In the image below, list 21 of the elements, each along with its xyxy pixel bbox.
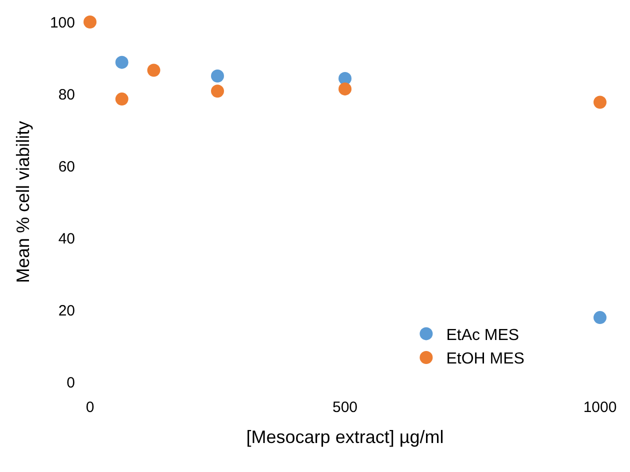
point [338, 82, 352, 96]
point [211, 70, 224, 82]
point [147, 64, 160, 77]
point [594, 311, 606, 324]
y-tick-label: 100 [50, 14, 75, 32]
point [115, 56, 128, 69]
x-tick-label: 0 [86, 399, 94, 416]
x-axis-title: [Mesocarp extract] µg/ml [246, 427, 444, 448]
point [84, 16, 96, 28]
y-axis-title: Mean % cell viability [13, 120, 34, 284]
y-tick-label: 60 [58, 158, 75, 176]
point [594, 96, 606, 109]
point [211, 84, 224, 98]
x-tick-label: 1000 [583, 399, 617, 416]
y-tick-label: 0 [66, 374, 75, 392]
y-tick-label: 80 [58, 86, 75, 104]
x-tick-label: 500 [332, 399, 358, 416]
y-tick-label: 20 [58, 302, 75, 320]
y-tick-label: 40 [58, 230, 75, 248]
legend-label: EtAc MES [446, 326, 520, 344]
point [115, 92, 128, 106]
